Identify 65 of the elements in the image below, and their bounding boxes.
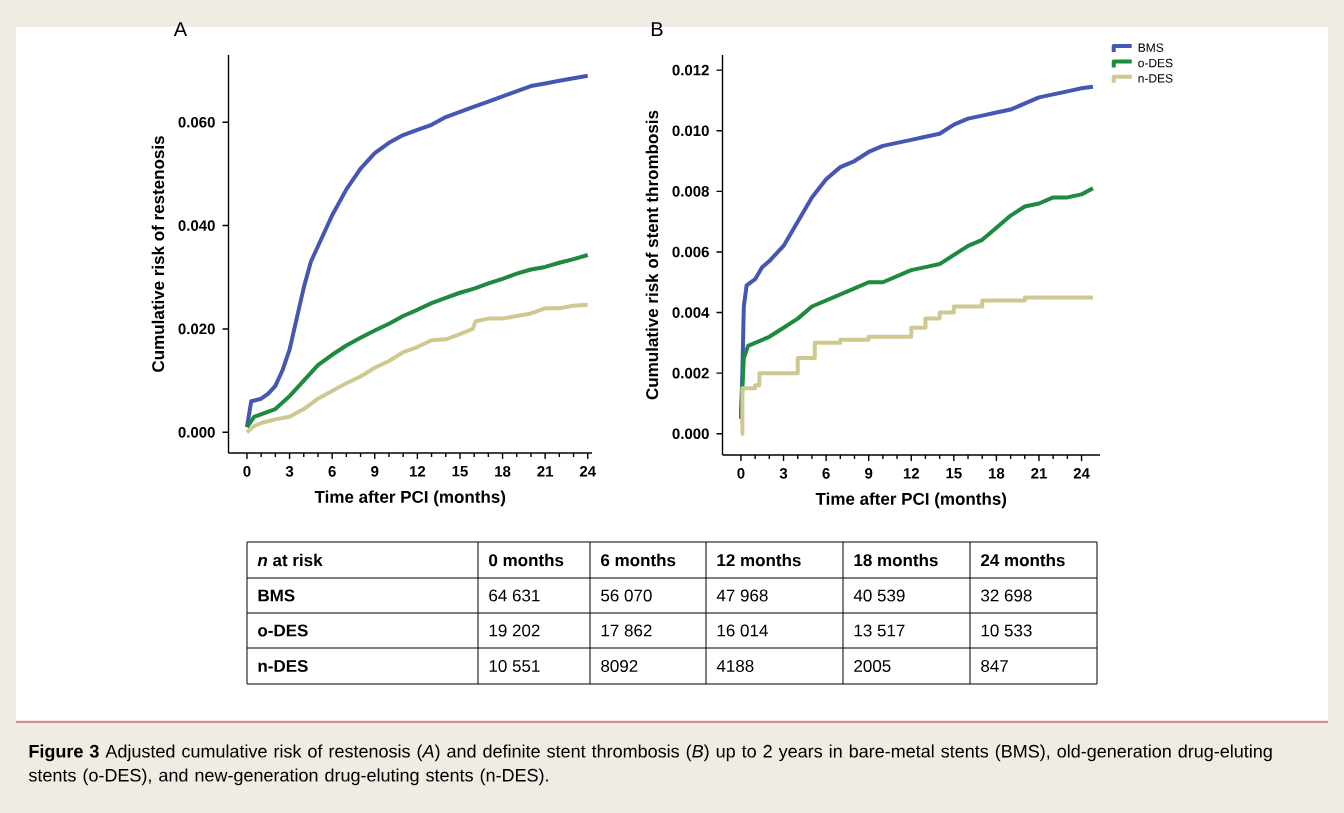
data-label: 56 070 <box>601 589 652 602</box>
line-series <box>244 253 590 430</box>
x-tick-label: 21 <box>537 466 554 477</box>
x-tick-label: 0 <box>737 468 745 479</box>
y-axis-title: Cumulative risk of stent thrombosis <box>645 110 659 400</box>
x-tick-label: 24 <box>579 466 596 477</box>
x-tick-label: 21 <box>1031 468 1047 479</box>
legend-label: n-DES <box>1138 74 1173 83</box>
data-label: 847 <box>981 659 1008 672</box>
data-label: 2005 <box>854 659 891 672</box>
category-label: 24 months <box>981 553 1065 567</box>
legend-label: o-DES <box>1138 58 1173 68</box>
x-tick-label: 18 <box>989 468 1005 479</box>
y-tick-label: 0.008 <box>672 186 709 197</box>
data-label: 47 968 <box>716 589 768 602</box>
x-axis-title: Time after PCI (months) <box>815 492 1007 509</box>
x-tick-label: 6 <box>328 466 336 477</box>
text: n-DES <box>258 659 308 672</box>
data-label: 16 014 <box>717 624 768 637</box>
x-tick-label: 9 <box>371 466 379 477</box>
data-label: 17 862 <box>601 624 652 637</box>
y-tick-label: 0.010 <box>672 125 709 137</box>
data-label: 32 698 <box>981 589 1032 602</box>
category-label: 12 months <box>717 553 801 567</box>
legend-label: BMS <box>1138 43 1164 52</box>
data-label: 8092 <box>601 659 638 672</box>
data-label: 10 533 <box>981 624 1032 637</box>
x-tick-label: 9 <box>865 468 873 479</box>
data-label: 4188 <box>716 659 754 672</box>
x-tick-label: 3 <box>285 466 294 477</box>
text: o-DES <box>258 624 308 637</box>
category-label: 18 months <box>854 553 938 567</box>
x-tick-label: 0 <box>243 466 251 477</box>
y-tick-label: 0.002 <box>672 367 709 379</box>
x-tick-label: 15 <box>946 468 962 479</box>
chart-title: B <box>651 22 663 36</box>
x-tick-label: 12 <box>409 466 426 477</box>
text: BMS <box>258 589 295 602</box>
y-tick-label: 0.012 <box>672 64 709 76</box>
x-tick-label: 3 <box>779 468 788 479</box>
y-tick-label: 0.020 <box>178 323 215 335</box>
x-tick-label: 18 <box>495 466 511 477</box>
y-tick-label: 0.000 <box>672 428 709 440</box>
category-label: 6 months <box>601 553 676 567</box>
data-label: 10 551 <box>489 659 540 672</box>
x-axis-title: Time after PCI (months) <box>314 490 506 507</box>
line-series <box>244 302 590 435</box>
y-axis-title: Cumulative risk of restenosis <box>151 136 165 372</box>
y-tick-label: 0.040 <box>178 220 215 231</box>
y-tick-label: 0.000 <box>178 427 215 438</box>
y-tick-label: 0.004 <box>672 307 710 318</box>
chart-title: A <box>173 22 188 36</box>
x-tick-label: 15 <box>452 466 468 477</box>
text: n at risk <box>257 553 323 567</box>
data-label: 40 539 <box>853 589 905 602</box>
category-label: 0 months <box>489 553 564 567</box>
text: Figure 3 Adjusted cumulative risk of restenosis (A) and definite stent thrombosis (B) up to 2 years in bare-metal stents (BMS), old-generation drug-eluting stents (o-DES), and new-generation drug-eluting stents (n-DES). <box>28 744 1272 786</box>
y-tick-label: 0.006 <box>672 246 709 258</box>
x-tick-label: 24 <box>1073 468 1090 479</box>
x-tick-label: 12 <box>903 468 919 479</box>
data-label: 13 517 <box>854 624 905 637</box>
data-label: 19 202 <box>489 624 540 637</box>
data-label: 64 631 <box>489 589 540 602</box>
y-tick-label: 0.060 <box>178 116 215 128</box>
x-tick-label: 6 <box>822 468 830 479</box>
